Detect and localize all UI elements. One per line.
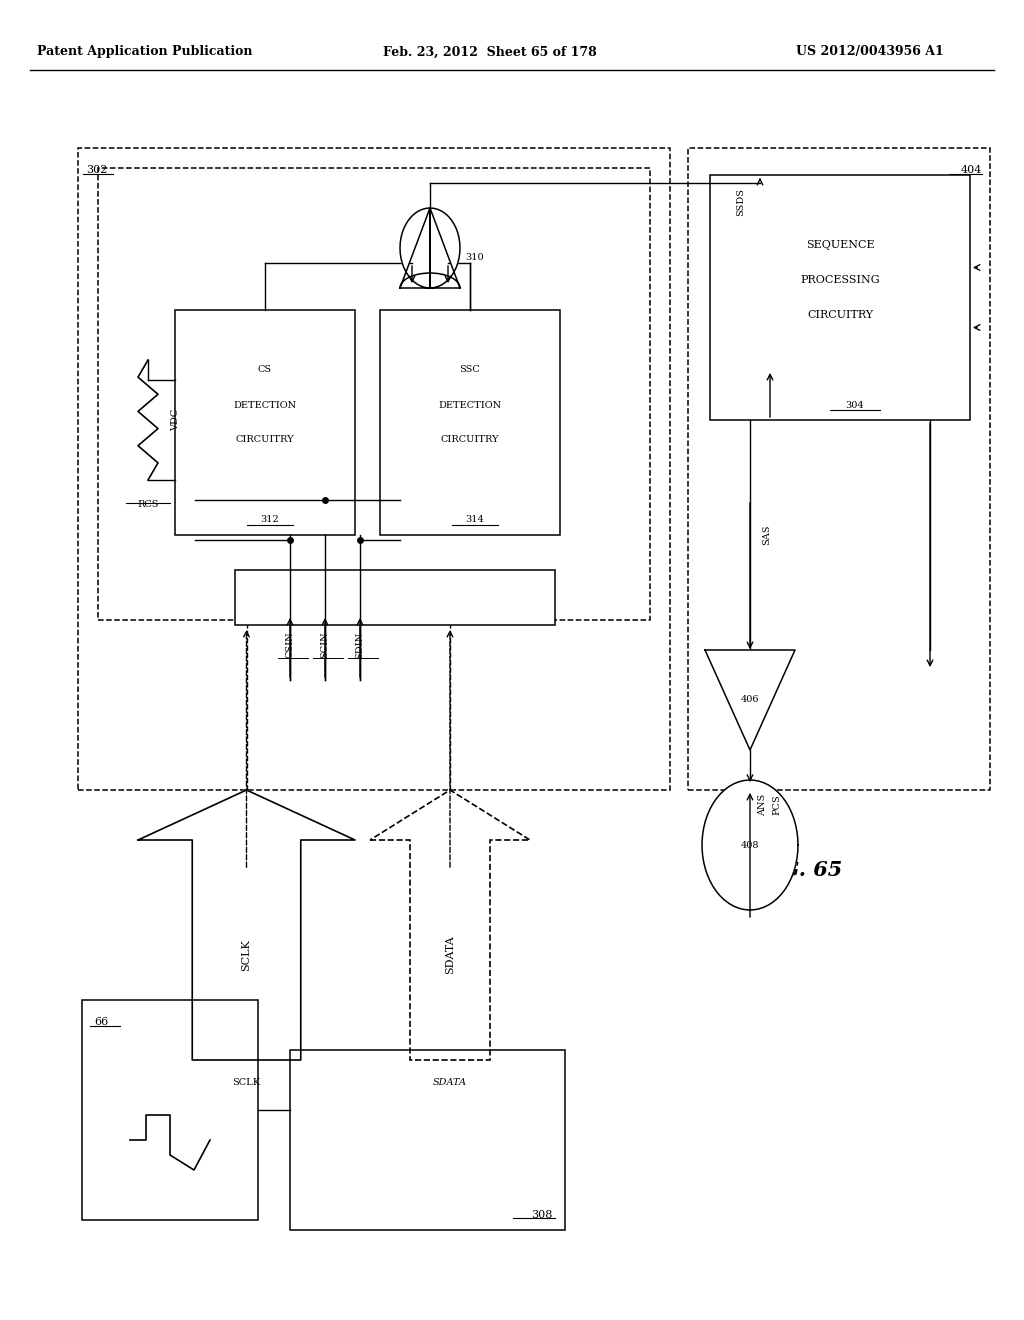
Bar: [82, 1001, 258, 1220]
Text: PROCESSING: PROCESSING: [800, 275, 880, 285]
Text: 312: 312: [261, 516, 280, 524]
Text: CS: CS: [258, 366, 272, 375]
Polygon shape: [702, 780, 798, 909]
Bar: [78, 148, 670, 789]
Bar: [175, 310, 355, 535]
Text: CIRCUITRY: CIRCUITRY: [440, 436, 500, 445]
Text: SDATA: SDATA: [433, 1078, 467, 1086]
Text: 308: 308: [531, 1210, 553, 1220]
Text: SCLK: SCLK: [242, 939, 252, 972]
Bar: [380, 310, 560, 535]
Text: 314: 314: [466, 516, 484, 524]
Text: 310: 310: [465, 253, 483, 263]
Text: PCS: PCS: [772, 795, 781, 816]
Text: SDIN: SDIN: [355, 631, 365, 659]
Polygon shape: [138, 789, 355, 1060]
Text: 404: 404: [961, 165, 982, 176]
Text: SSC: SSC: [460, 366, 480, 375]
Text: CIRCUITRY: CIRCUITRY: [807, 310, 873, 319]
Text: ANS: ANS: [758, 793, 767, 816]
Bar: [98, 168, 650, 620]
Polygon shape: [400, 209, 460, 288]
Text: FIG. 65: FIG. 65: [758, 861, 843, 880]
Text: 66: 66: [94, 1016, 109, 1027]
Text: CIRCUITRY: CIRCUITRY: [236, 436, 294, 445]
Text: SCLK: SCLK: [232, 1078, 260, 1086]
Text: RCS: RCS: [137, 500, 159, 510]
Text: DETECTION: DETECTION: [438, 400, 502, 409]
Text: CSIN: CSIN: [286, 632, 295, 659]
Text: 302: 302: [86, 165, 108, 176]
Text: 408: 408: [740, 841, 759, 850]
Bar: [234, 570, 555, 624]
Text: SAS: SAS: [762, 525, 771, 545]
Text: VDC: VDC: [171, 409, 180, 432]
Text: SCIN: SCIN: [321, 632, 330, 659]
Bar: [710, 176, 970, 420]
Polygon shape: [705, 649, 795, 750]
Text: Patent Application Publication: Patent Application Publication: [37, 45, 253, 58]
Text: SEQUENCE: SEQUENCE: [806, 240, 874, 249]
Polygon shape: [370, 789, 530, 1060]
Text: US 2012/0043956 A1: US 2012/0043956 A1: [796, 45, 944, 58]
Bar: [290, 1049, 565, 1230]
Text: SDATA: SDATA: [445, 936, 455, 974]
Text: 406: 406: [740, 696, 759, 705]
Text: SSDS: SSDS: [736, 187, 745, 216]
Text: Feb. 23, 2012  Sheet 65 of 178: Feb. 23, 2012 Sheet 65 of 178: [383, 45, 597, 58]
Bar: [688, 148, 990, 789]
Text: 304: 304: [846, 400, 864, 409]
Text: DETECTION: DETECTION: [233, 400, 297, 409]
